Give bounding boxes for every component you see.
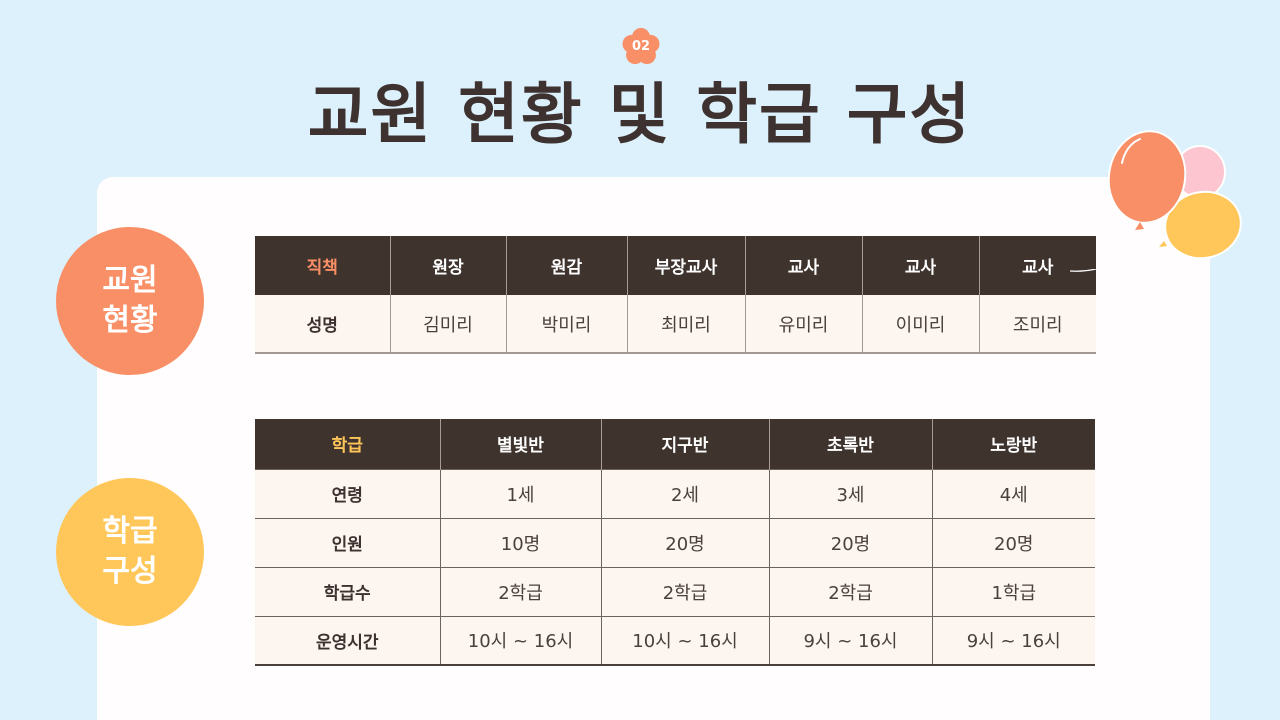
label-line: 구성	[102, 554, 158, 589]
table-row: 성명 김미리 박미리 최미리 유미리 이미리 조미리	[255, 295, 1096, 354]
row-label: 운영시간	[255, 615, 441, 666]
staff-table: 직책 원장 원감 부장교사 교사 교사 교사 성명 김미리 박미리 최미리 유미…	[255, 236, 1096, 354]
header-cell: 지구반	[600, 419, 770, 469]
header-cell-position: 직책	[255, 236, 391, 295]
flower-icon	[622, 28, 660, 65]
header-cell: 원감	[505, 236, 628, 295]
header-cell: 노랑반	[931, 419, 1095, 469]
table-cell: 1세	[439, 468, 602, 519]
header-cell: 교사	[978, 236, 1096, 295]
balloons-icon	[1107, 130, 1242, 260]
class-table: 학급 별빛반 지구반 초록반 노랑반 연령 1세 2세 3세 4세 인원 10명…	[255, 419, 1095, 666]
table-cell: 김미리	[389, 295, 507, 354]
table-cell: 최미리	[626, 295, 746, 354]
table-row: 연령 1세 2세 3세 4세	[255, 468, 1095, 519]
table-cell: 9시 ~ 16시	[931, 615, 1095, 666]
header-cell: 부장교사	[626, 236, 746, 295]
row-label-name: 성명	[255, 295, 391, 354]
label-line: 현황	[102, 303, 158, 338]
table-header-row: 학급 별빛반 지구반 초록반 노랑반	[255, 419, 1095, 469]
table-cell: 3세	[768, 468, 933, 519]
section-number-badge: 02	[621, 27, 661, 67]
table-header-row: 직책 원장 원감 부장교사 교사 교사 교사	[255, 236, 1096, 295]
table-cell: 1학급	[931, 566, 1095, 617]
table-cell: 10시 ~ 16시	[439, 615, 602, 666]
staff-section-label: 교원 현황	[56, 227, 204, 375]
table-cell: 20명	[768, 517, 933, 568]
table-cell: 조미리	[978, 295, 1096, 354]
class-section-label: 학급 구성	[56, 478, 204, 626]
table-row: 운영시간 10시 ~ 16시 10시 ~ 16시 9시 ~ 16시 9시 ~ 1…	[255, 615, 1095, 666]
header-cell: 초록반	[768, 419, 933, 469]
table-cell: 2학급	[768, 566, 933, 617]
table-cell: 4세	[931, 468, 1095, 519]
header-cell: 교사	[744, 236, 863, 295]
header-cell: 교사	[861, 236, 980, 295]
row-label: 인원	[255, 517, 441, 568]
header-cell-class: 학급	[255, 419, 441, 469]
label-line: 교원	[102, 263, 158, 298]
table-cell: 10명	[439, 517, 602, 568]
page-title: 교원 현황 및 학급 구성	[307, 76, 973, 153]
decorative-line-icon	[1070, 269, 1096, 272]
table-cell: 20명	[600, 517, 770, 568]
table-cell: 2학급	[600, 566, 770, 617]
row-label: 학급수	[255, 566, 441, 617]
row-label: 연령	[255, 468, 441, 519]
table-cell: 9시 ~ 16시	[768, 615, 933, 666]
table-cell: 2세	[600, 468, 770, 519]
table-cell: 2학급	[439, 566, 602, 617]
section-number: 02	[631, 39, 651, 54]
header-cell: 별빛반	[439, 419, 602, 469]
table-cell: 박미리	[505, 295, 628, 354]
table-row: 학급수 2학급 2학급 2학급 1학급	[255, 566, 1095, 617]
table-row: 인원 10명 20명 20명 20명	[255, 517, 1095, 568]
header-cell: 원장	[389, 236, 507, 295]
table-cell: 유미리	[744, 295, 863, 354]
table-cell: 10시 ~ 16시	[600, 615, 770, 666]
table-cell: 20명	[931, 517, 1095, 568]
label-line: 학급	[102, 514, 158, 549]
table-cell: 이미리	[861, 295, 980, 354]
